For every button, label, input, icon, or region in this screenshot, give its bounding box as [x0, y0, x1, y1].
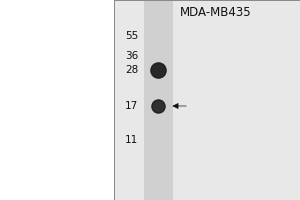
Text: 55: 55	[125, 31, 138, 41]
Bar	[144, 0, 172, 200]
Bar	[114, 0, 300, 200]
Bar	[0, 0, 114, 200]
Text: 28: 28	[125, 65, 138, 75]
Text: 11: 11	[125, 135, 138, 145]
Point	[155, 68, 160, 72]
Text: 17: 17	[125, 101, 138, 111]
Point	[155, 104, 160, 108]
Text: MDA-MB435: MDA-MB435	[180, 6, 252, 19]
Text: 36: 36	[125, 51, 138, 61]
